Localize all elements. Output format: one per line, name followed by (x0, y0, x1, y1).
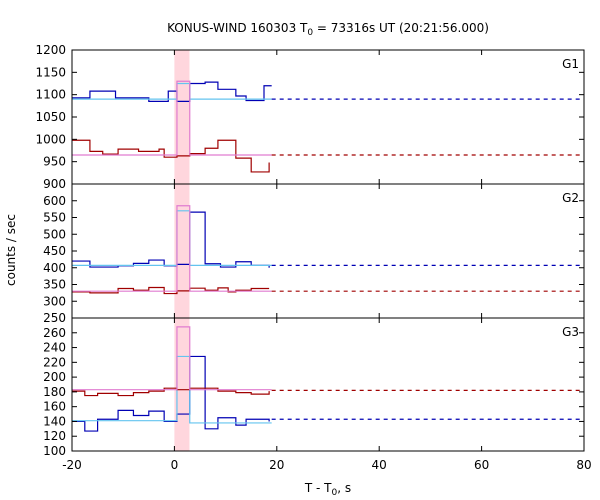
series-g2-3 (72, 286, 270, 295)
series-g1-3 (72, 139, 270, 173)
y-tick-label: 240 (43, 341, 66, 355)
y-tick-label: 250 (43, 311, 66, 325)
series-g3-1 (72, 355, 272, 424)
x-tick-label: 20 (269, 458, 284, 472)
x-tick-label: 60 (474, 458, 489, 472)
series-g1-4 (72, 80, 272, 156)
y-tick-label: 100 (43, 444, 66, 458)
panel-label: G3 (562, 325, 579, 339)
series-g1-0 (72, 81, 272, 102)
y-tick-label: 1050 (35, 110, 66, 124)
x-tick-label: 80 (576, 458, 591, 472)
y-tick-label: 200 (43, 370, 66, 384)
y-tick-label: 120 (43, 429, 66, 443)
y-tick-label: 950 (43, 155, 66, 169)
y-tick-label: 1200 (35, 43, 66, 57)
burst-highlight-band (174, 184, 190, 318)
series-g3-4 (72, 326, 272, 391)
series-g2-0 (72, 211, 270, 268)
y-tick-label: 400 (43, 261, 66, 275)
series-g2-4 (72, 205, 272, 292)
series-g3-3 (72, 387, 270, 397)
y-tick-label: 600 (43, 194, 66, 208)
y-tick-label: 1100 (35, 88, 66, 102)
panel-frame (71, 49, 585, 185)
panels-group: 90095010001050110011501200G1250300350400… (35, 43, 591, 472)
panel-label: G2 (562, 191, 579, 205)
y-tick-label: 300 (43, 294, 66, 308)
y-tick-label: 1000 (35, 132, 66, 146)
y-tick-label: 350 (43, 278, 66, 292)
x-tick-label: 0 (171, 458, 179, 472)
series-g2-1 (72, 210, 272, 267)
x-tick-label: -20 (62, 458, 82, 472)
y-tick-label: 1150 (35, 65, 66, 79)
y-tick-label: 500 (43, 227, 66, 241)
series-g1-1 (72, 82, 272, 100)
burst-highlight-band (174, 318, 190, 451)
y-tick-label: 180 (43, 385, 66, 399)
y-tick-label: 140 (43, 414, 66, 428)
panel-g1: 900 950 1000 1050 1100 1150 1200 G1 (35, 43, 585, 191)
y-tick-label: 550 (43, 211, 66, 225)
y-tick-label: 160 (43, 400, 66, 414)
panel-frame (71, 183, 585, 319)
x-axis-label: T - T0, s (304, 481, 351, 498)
y-tick-label: 900 (43, 177, 66, 191)
y-axis-label: counts / sec (4, 214, 18, 286)
y-tick-label: 260 (43, 326, 66, 340)
panel-label: G1 (562, 57, 579, 71)
x-tick-label: 40 (372, 458, 387, 472)
y-tick-label: 220 (43, 355, 66, 369)
panel-frame (71, 317, 585, 452)
panel-g2: 250 300 350 400 450 500 550 600 G2 (43, 183, 585, 325)
y-tick-label: 450 (43, 244, 66, 258)
chart-title: KONUS-WIND 160303 T0 = 73316s UT (20:21:… (167, 21, 489, 38)
